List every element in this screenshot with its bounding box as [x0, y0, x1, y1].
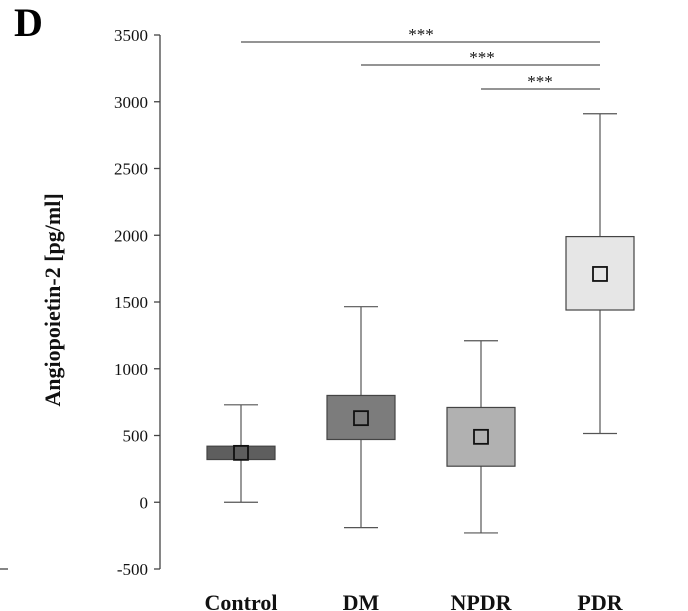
box-iqr — [206, 445, 276, 461]
category-label: NPDR — [450, 590, 512, 611]
box-npdr — [446, 340, 516, 534]
significance-bracket: *** — [361, 48, 600, 67]
box-iqr — [446, 406, 516, 467]
median-marker — [233, 444, 249, 461]
significance-label: *** — [469, 48, 495, 67]
y-tick-label: 500 — [123, 427, 149, 446]
category-label: DM — [343, 590, 380, 611]
y-ticks: 3500 3000 2500 2000 1500 1000 500 0 -500 — [114, 26, 160, 579]
median-marker — [473, 428, 489, 445]
box-control — [206, 404, 276, 503]
y-tick-label: -500 — [117, 560, 148, 579]
y-tick-label: 3000 — [114, 93, 148, 112]
significance-bracket: *** — [241, 25, 600, 44]
boxes — [206, 113, 635, 534]
category-label: PDR — [577, 590, 623, 611]
y-tick-label: 3500 — [114, 26, 148, 45]
significance-brackets: *** *** *** — [241, 25, 600, 91]
y-tick-label: 1500 — [114, 293, 148, 312]
box-pdr — [565, 113, 635, 435]
median-marker — [353, 410, 369, 427]
x-categories: Control DM NPDR PDR — [205, 590, 624, 611]
box-iqr — [565, 235, 635, 311]
y-axis-label: Angiopoietin-2 [pg/ml] — [40, 193, 65, 406]
y-tick-label: 0 — [140, 493, 149, 512]
median-marker — [592, 266, 608, 282]
significance-label: *** — [527, 72, 553, 91]
y-tick-label: 1000 — [114, 360, 148, 379]
box-iqr — [326, 394, 396, 441]
significance-bracket: *** — [481, 72, 600, 91]
panel-label: D — [14, 0, 43, 45]
y-tick-label: 2000 — [114, 226, 148, 245]
y-tick-label: 2500 — [114, 160, 148, 179]
category-label: Control — [205, 590, 278, 611]
box-dm — [326, 306, 396, 529]
significance-label: *** — [408, 25, 434, 44]
